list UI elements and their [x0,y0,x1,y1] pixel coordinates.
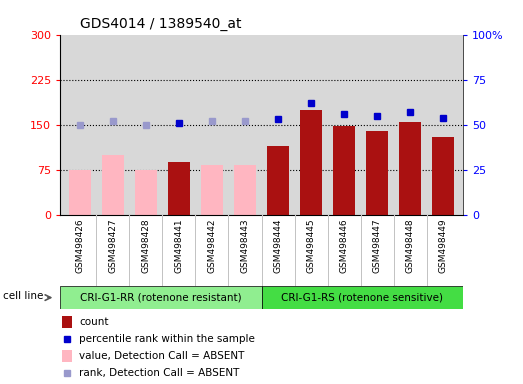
Bar [333,126,355,215]
Bar [60,286,262,309]
Text: GSM498448: GSM498448 [405,218,415,273]
Text: GSM498447: GSM498447 [372,218,382,273]
Text: cell line: cell line [3,291,43,301]
Text: rank, Detection Call = ABSENT: rank, Detection Call = ABSENT [79,368,240,378]
Text: value, Detection Call = ABSENT: value, Detection Call = ABSENT [79,351,244,361]
Text: GSM498427: GSM498427 [108,218,118,273]
Bar [201,165,223,215]
Text: GSM498441: GSM498441 [175,218,184,273]
Text: GSM498449: GSM498449 [439,218,448,273]
Bar [262,286,463,309]
Bar [69,170,90,215]
Bar [400,122,421,215]
Bar [168,162,190,215]
Bar [300,110,322,215]
Text: GSM498428: GSM498428 [141,218,151,273]
Text: percentile rank within the sample: percentile rank within the sample [79,334,255,344]
Text: GSM498445: GSM498445 [306,218,315,273]
Text: CRI-G1-RS (rotenone sensitive): CRI-G1-RS (rotenone sensitive) [281,293,443,303]
Bar [433,137,454,215]
Text: GSM498426: GSM498426 [75,218,84,273]
Text: GSM498444: GSM498444 [274,218,282,273]
Text: GSM498443: GSM498443 [241,218,249,273]
Bar [267,146,289,215]
Bar [366,131,388,215]
Text: count: count [79,317,108,327]
Bar [62,349,72,362]
Bar [234,165,256,215]
Bar [62,316,72,328]
Bar [102,155,123,215]
Text: GSM498442: GSM498442 [208,218,217,273]
Text: CRI-G1-RR (rotenone resistant): CRI-G1-RR (rotenone resistant) [80,293,242,303]
Text: GDS4014 / 1389540_at: GDS4014 / 1389540_at [81,17,242,31]
Text: GSM498446: GSM498446 [339,218,348,273]
Bar [135,170,157,215]
